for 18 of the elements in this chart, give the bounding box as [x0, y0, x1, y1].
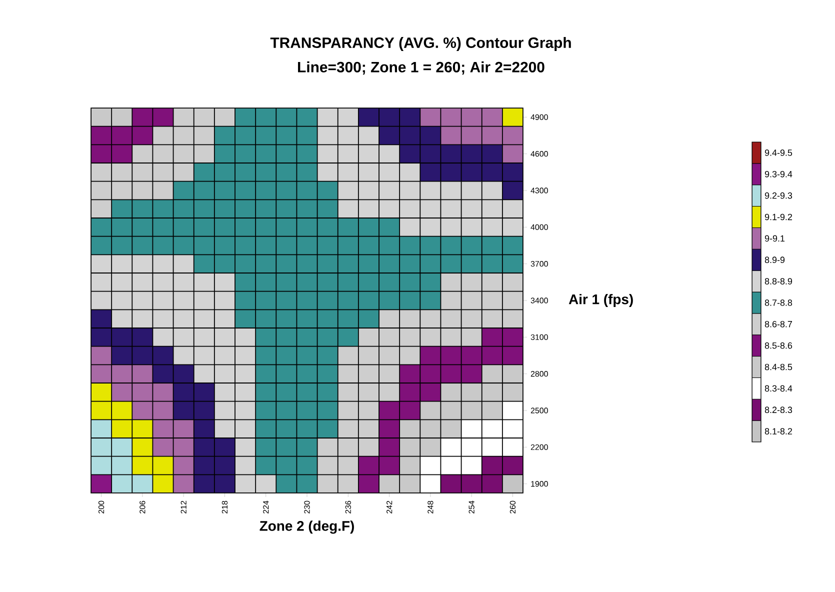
color-bar-label: 8.7-8.8 [764, 300, 792, 306]
color-bar-label: 8.3-8.4 [764, 385, 792, 392]
color-bar-label: 9.1-9.2 [764, 214, 792, 220]
color-bar-label: 8.4-8.5 [764, 364, 792, 370]
color-bar-label: 9.4-9.5 [764, 150, 792, 156]
color-bar-label: 9.3-9.4 [764, 170, 792, 178]
x-axis-title: Zone 2 (deg.F) [260, 520, 354, 534]
color-bar-label: 8.2-8.3 [764, 406, 792, 414]
chart-title: TRANSPARANCY (AVG. %) Contour Graph [270, 37, 571, 51]
color-bar-label: 9.2-9.3 [764, 192, 792, 199]
y-axis-title: Air 1 (fps) [568, 294, 633, 307]
color-bar-label: 9-9.1 [764, 235, 785, 242]
color-bar-label: 8.6-8.7 [764, 320, 792, 328]
color-bar-label: 8.8-8.9 [764, 278, 792, 284]
chart-subtitle: Line=300; Zone 1 = 260; Air 2=2200 [298, 61, 544, 75]
color-bar-label: 8.5-8.6 [764, 342, 792, 349]
color-bar-label: 8.9-9 [764, 256, 785, 264]
color-bar-label: 8.1-8.2 [764, 428, 792, 434]
